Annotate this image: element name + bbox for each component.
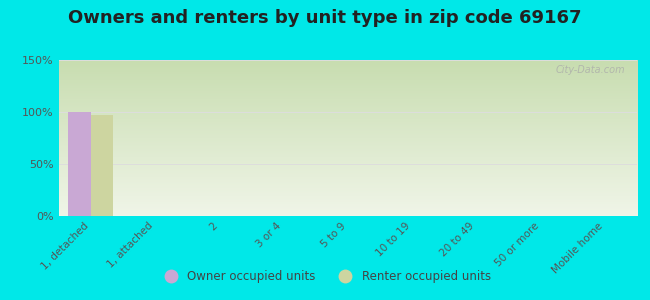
Text: Owners and renters by unit type in zip code 69167: Owners and renters by unit type in zip c… <box>68 9 582 27</box>
Bar <box>90 115 113 216</box>
Text: City-Data.com: City-Data.com <box>556 65 625 75</box>
Legend: Owner occupied units, Renter occupied units: Owner occupied units, Renter occupied un… <box>154 266 496 288</box>
Bar <box>68 112 90 216</box>
